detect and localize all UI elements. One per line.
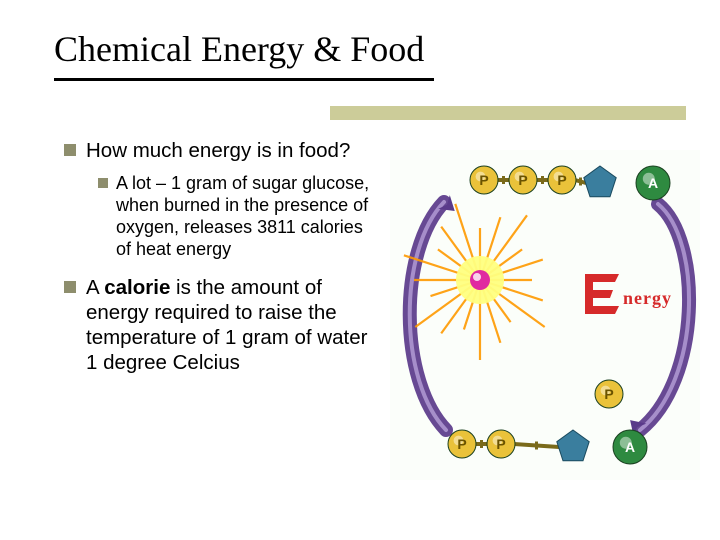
sub-bullet-item: A lot – 1 gram of sugar glucose, when bu… xyxy=(98,173,374,261)
svg-text:P: P xyxy=(604,386,613,402)
bullet-content: How much energy is in food? A lot – 1 gr… xyxy=(64,138,374,381)
svg-text:P: P xyxy=(557,172,566,188)
bullet-text: A calorie is the amount of energy requir… xyxy=(86,275,374,375)
bullet-item: How much energy is in food? xyxy=(64,138,374,163)
svg-text:P: P xyxy=(479,172,488,188)
svg-text:P: P xyxy=(518,172,527,188)
accent-bar xyxy=(330,106,686,120)
bullet-text: How much energy is in food? xyxy=(86,138,350,163)
svg-text:P: P xyxy=(496,436,505,452)
bullet-item: A calorie is the amount of energy requir… xyxy=(64,275,374,375)
bullet-icon xyxy=(64,281,76,293)
diagram-svg: P P P A P P A Pnergy xyxy=(390,150,700,480)
svg-text:P: P xyxy=(457,436,466,452)
bold-term: calorie xyxy=(104,276,170,299)
svg-text:nergy: nergy xyxy=(623,288,672,308)
text-part: A xyxy=(86,276,104,299)
title-underline xyxy=(54,78,434,81)
sub-bullet-text: A lot – 1 gram of sugar glucose, when bu… xyxy=(116,173,374,261)
slide-title: Chemical Energy & Food xyxy=(0,0,720,78)
bullet-icon xyxy=(64,144,76,156)
svg-text:A: A xyxy=(625,439,635,455)
atp-cycle-diagram: P P P A P P A Pnergy xyxy=(390,150,700,480)
bullet-icon xyxy=(98,178,108,188)
svg-text:A: A xyxy=(648,175,658,191)
